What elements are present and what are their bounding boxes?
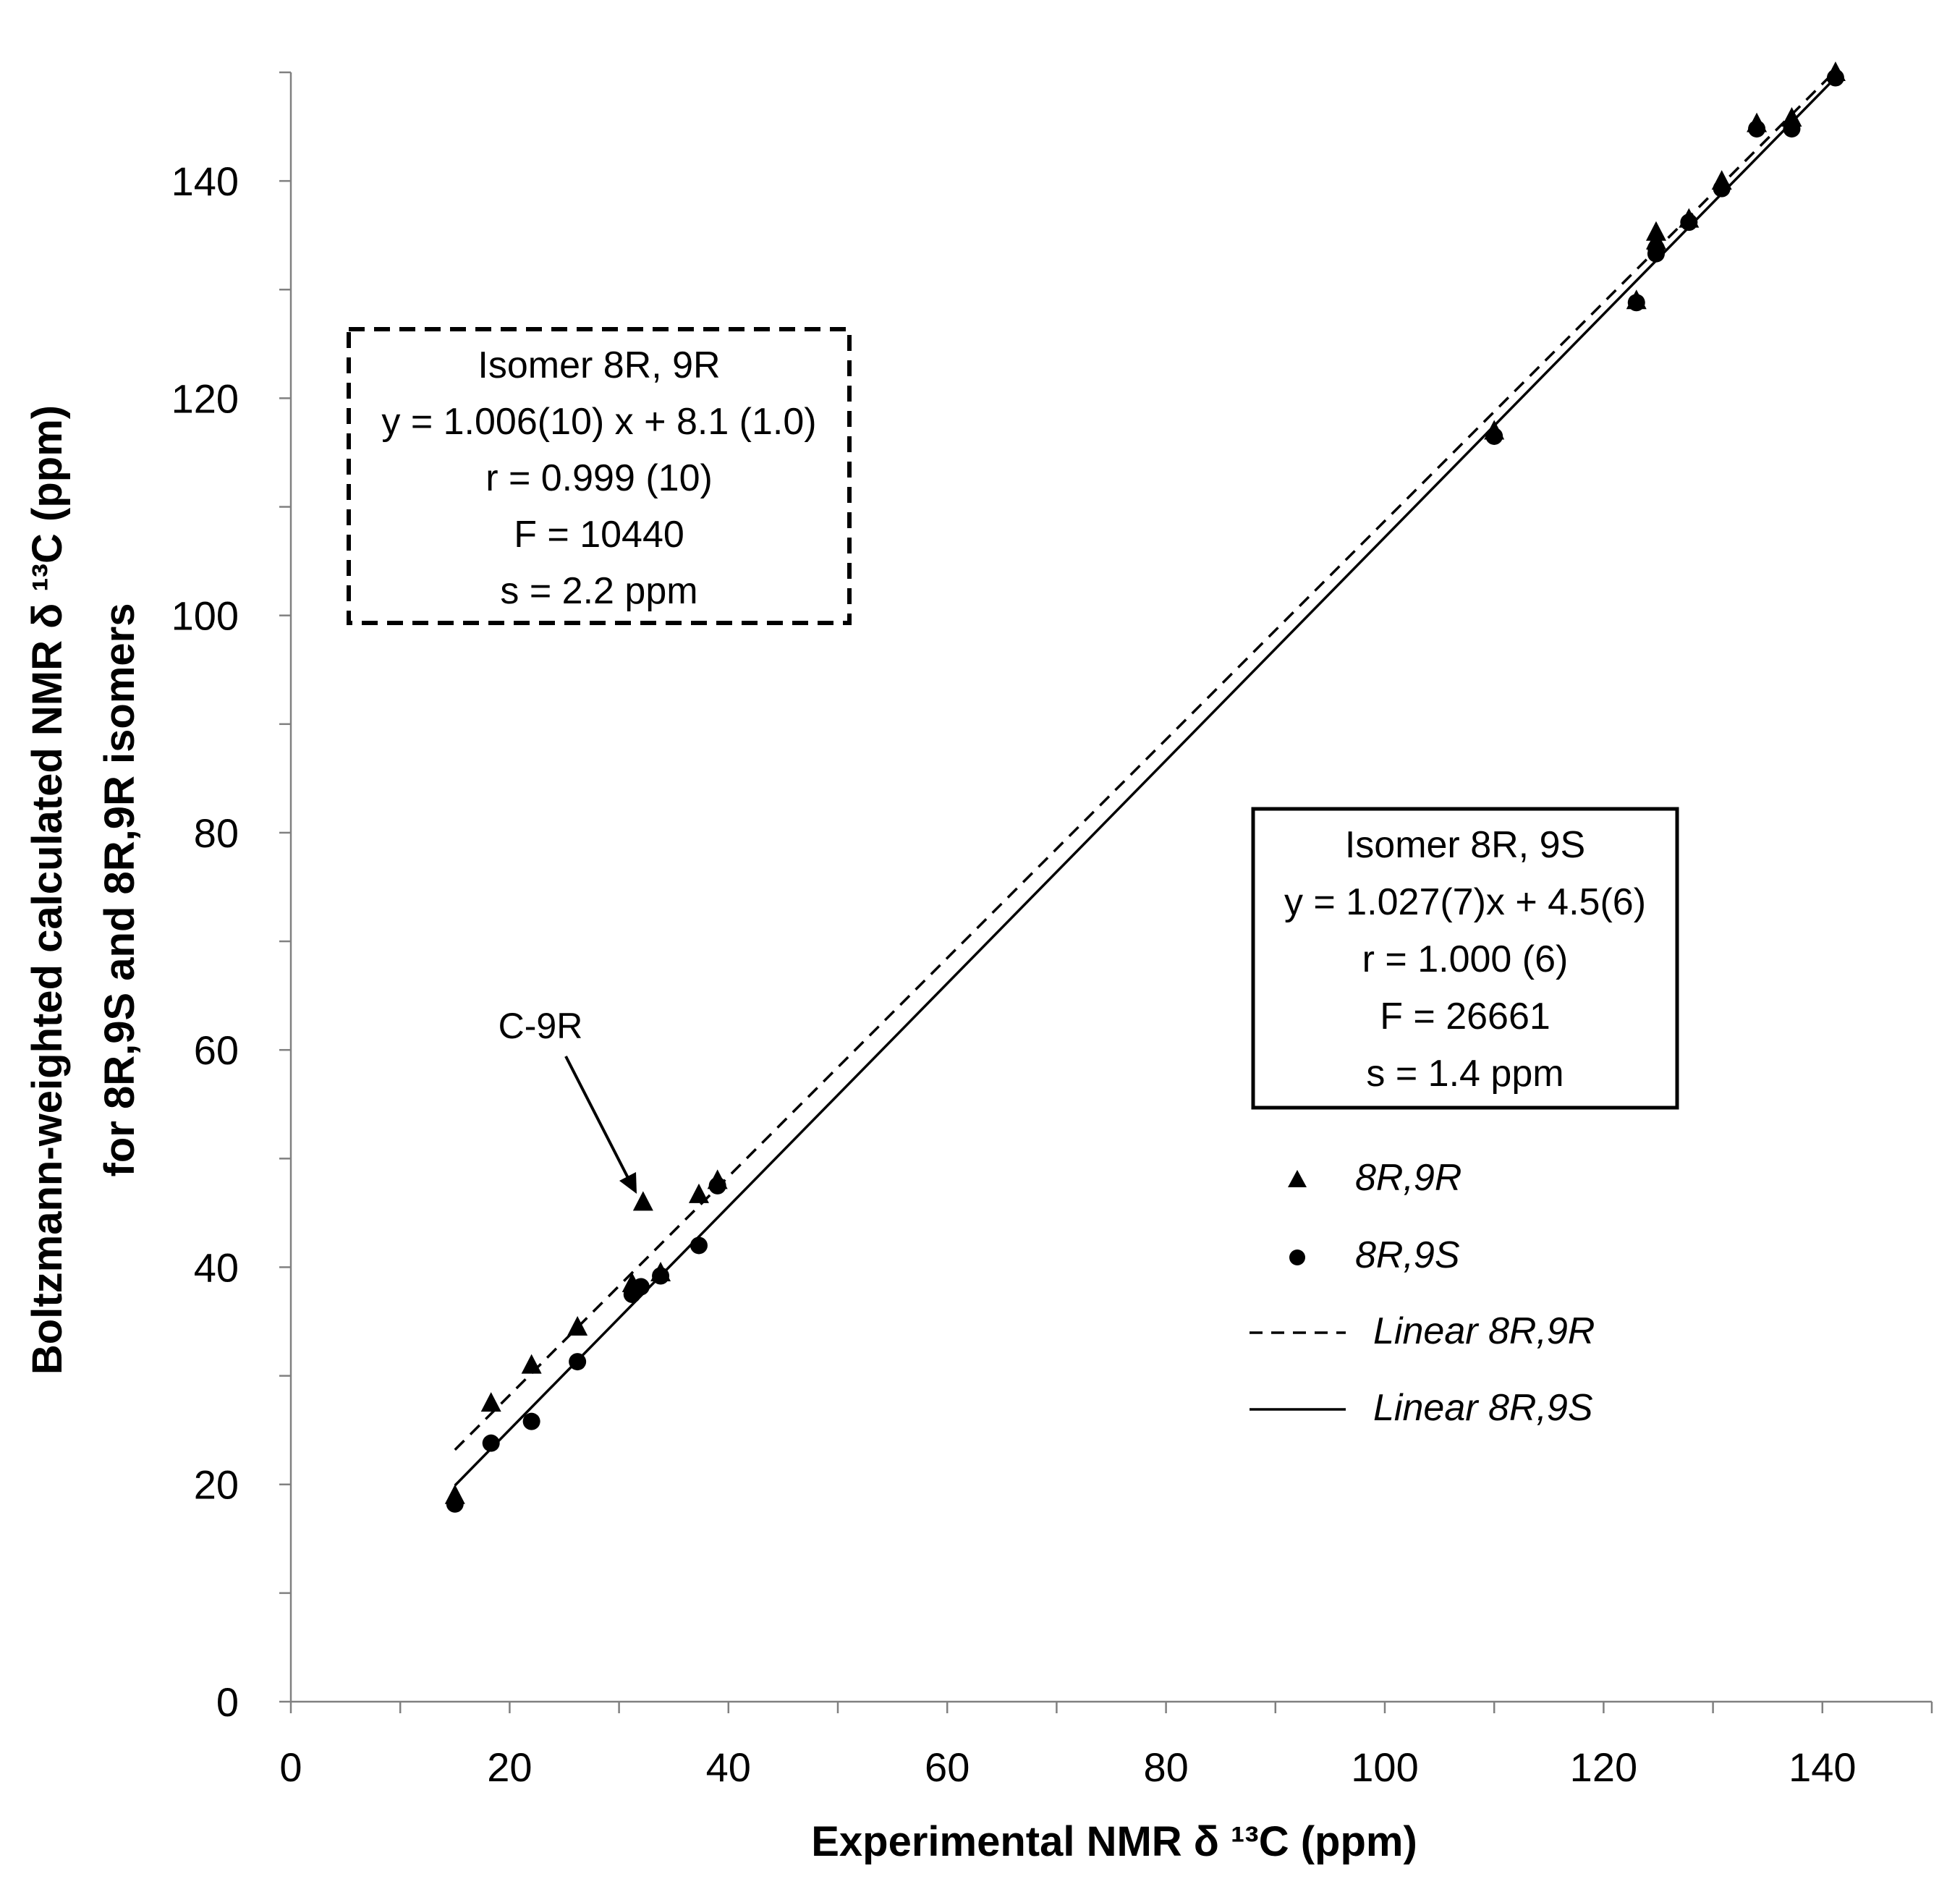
x-axis-title: Experimental NMR δ ¹³C (ppm) xyxy=(811,1818,1417,1865)
y-tick-label: 80 xyxy=(194,810,239,856)
stats-8r9s-line-1: y = 1.027(7)x + 4.5(6) xyxy=(1284,881,1646,923)
x-tick-label: 60 xyxy=(925,1744,970,1790)
stats-8r9s-line-2: r = 1.000 (6) xyxy=(1362,938,1569,980)
point-8r9s-circle xyxy=(569,1353,587,1371)
stats-8r9r-line-0: Isomer 8R, 9R xyxy=(478,344,720,386)
point-8r9s-circle xyxy=(1627,294,1645,312)
point-8r9s-circle xyxy=(1713,179,1731,198)
stats-8r9r-line-2: r = 0.999 (10) xyxy=(485,457,713,499)
ticks-layer: 0 20 40 60 80 100 120 140 0 20 40 60 80 100 120 140 xyxy=(171,71,1933,1790)
y-tick-label: 120 xyxy=(171,375,239,421)
legend-circle-icon xyxy=(1289,1249,1305,1265)
y-tick-label: 40 xyxy=(194,1244,239,1290)
point-8r9s-circle xyxy=(1748,120,1766,138)
data-points xyxy=(444,61,1846,1513)
annotation-c9r-label: C-9R xyxy=(499,1006,583,1046)
point-8r9s-circle xyxy=(632,1278,650,1296)
point-8r9s-circle xyxy=(1826,69,1844,87)
x-tick-label: 20 xyxy=(487,1744,532,1790)
point-8r9s-circle xyxy=(1680,213,1698,232)
x-tick-label: 80 xyxy=(1143,1744,1188,1790)
legend-label-linear-8r9s: Linear 8R,9S xyxy=(1373,1387,1593,1429)
stats-8r9s-line-0: Isomer 8R, 9S xyxy=(1345,824,1585,866)
x-tick-label: 140 xyxy=(1789,1744,1856,1790)
fit-line-8r9r xyxy=(454,69,1837,1451)
point-8r9r-triangle xyxy=(688,1183,709,1203)
y-axis-title-line2: for 8R,9S and 8R,9R isomers xyxy=(96,603,143,1177)
stats-box-8r9s-text: Isomer 8R, 9S y = 1.027(7)x + 4.5(6) r =… xyxy=(1284,824,1646,1095)
point-8r9r-triangle xyxy=(632,1191,653,1211)
point-8r9s-circle xyxy=(446,1495,464,1513)
x-tick-label: 0 xyxy=(279,1744,302,1790)
legend: 8R,9R 8R,9S Linear 8R,9R Linear 8R,9S xyxy=(1250,1157,1595,1429)
y-tick-label: 140 xyxy=(171,158,239,204)
point-8r9s-circle xyxy=(652,1267,670,1285)
y-tick-label: 20 xyxy=(194,1462,239,1508)
point-8r9r-triangle xyxy=(480,1392,501,1412)
annotation-arrow xyxy=(564,1056,637,1194)
point-8r9r-triangle xyxy=(521,1354,542,1374)
point-8r9s-circle xyxy=(1485,427,1503,445)
stats-8r9s-line-4: s = 1.4 ppm xyxy=(1366,1053,1564,1095)
point-8r9s-circle xyxy=(1647,239,1665,258)
legend-label-linear-8r9r: Linear 8R,9R xyxy=(1373,1310,1595,1352)
y-tick-label: 100 xyxy=(171,593,239,639)
point-8r9s-circle xyxy=(522,1412,540,1430)
fit-line-8r9s xyxy=(454,77,1837,1487)
x-tick-label: 40 xyxy=(706,1744,751,1790)
stats-8r9s-line-3: F = 26661 xyxy=(1380,996,1550,1038)
fit-lines xyxy=(454,69,1837,1487)
legend-label-8r9r: 8R,9R xyxy=(1355,1157,1461,1199)
y-tick-label: 60 xyxy=(194,1027,239,1073)
point-8r9s-circle xyxy=(690,1236,708,1255)
stats-8r9r-line-3: F = 10440 xyxy=(514,514,684,556)
stats-box-8r9s xyxy=(1251,807,1679,1110)
stats-8r9r-line-1: y = 1.006(10) x + 8.1 (1.0) xyxy=(381,401,816,443)
point-8r9s-circle xyxy=(1783,120,1801,138)
y-axis-title-line1: Boltzmann-weighted calculated NMR δ ¹³C … xyxy=(24,405,71,1375)
y-tick-label: 0 xyxy=(216,1679,239,1725)
legend-triangle-icon xyxy=(1288,1170,1307,1187)
stats-box-8r9r-text: Isomer 8R, 9R y = 1.006(10) x + 8.1 (1.0… xyxy=(381,344,816,612)
point-8r9r-triangle xyxy=(567,1316,588,1336)
point-8r9r-triangle xyxy=(1781,107,1802,127)
stats-box-8r9r xyxy=(347,327,852,625)
legend-label-8r9s: 8R,9S xyxy=(1355,1234,1460,1276)
x-tick-label: 120 xyxy=(1570,1744,1637,1790)
stats-8r9r-line-4: s = 2.2 ppm xyxy=(500,570,697,612)
point-8r9s-circle xyxy=(708,1176,726,1195)
x-tick-label: 100 xyxy=(1351,1744,1418,1790)
point-8r9s-circle xyxy=(482,1434,500,1452)
